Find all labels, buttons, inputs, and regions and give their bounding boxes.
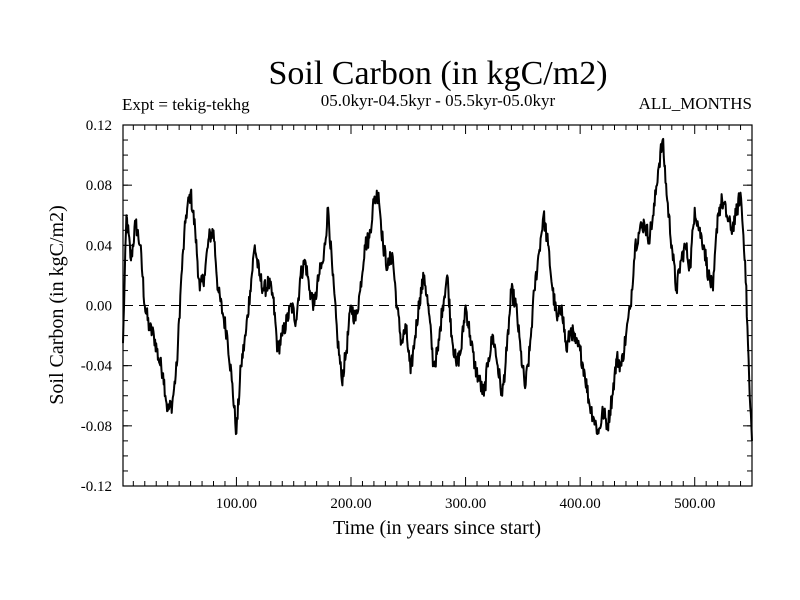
chart-title: Soil Carbon (in kgC/m2) <box>268 55 607 92</box>
x-axis: 100.00 200.00 300.00 400.00 500.00 <box>132 125 753 512</box>
y-axis-label: Soil Carbon (in kgC/m2) <box>46 205 68 404</box>
y-tick-label: 0.12 <box>86 118 112 134</box>
x-tick-label: 500.00 <box>674 496 715 512</box>
y-tick-label: -0.08 <box>81 419 112 435</box>
y-tick-label: 0.00 <box>86 299 112 315</box>
x-tick-label: 100.00 <box>216 496 257 512</box>
chart-subtitle: 05.0kyr-04.5kyr - 05.5kyr-05.0kyr <box>321 91 556 110</box>
x-axis-label: Time (in years since start) <box>333 517 541 539</box>
x-tick-label: 400.00 <box>560 496 601 512</box>
series-line-soil-carbon <box>122 137 753 441</box>
x-tick-label: 200.00 <box>330 496 371 512</box>
x-tick-label: 300.00 <box>445 496 486 512</box>
months-label: ALL_MONTHS <box>639 94 752 113</box>
y-axis: 0.12 0.08 0.04 0.00 -0.04 -0.08 -0.12 <box>81 118 752 495</box>
y-tick-label: 0.04 <box>86 238 113 254</box>
experiment-label: Expt = tekig-tekhg <box>122 95 250 114</box>
y-tick-label: 0.08 <box>86 178 112 194</box>
y-tick-label: -0.12 <box>81 479 112 495</box>
y-tick-label: -0.04 <box>81 359 113 375</box>
